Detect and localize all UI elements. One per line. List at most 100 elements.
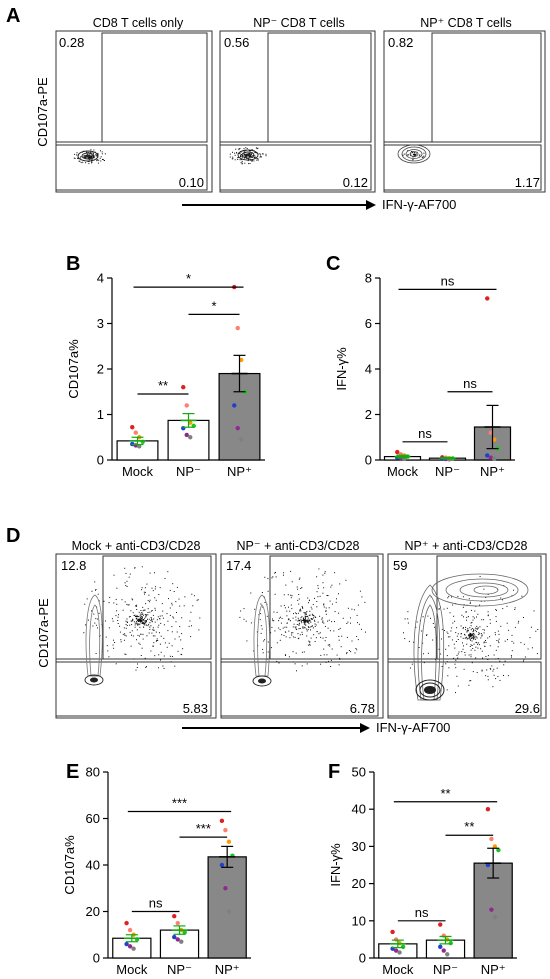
facs-d1-events-event (154, 655, 156, 657)
facs-d3-events-event (470, 680, 472, 682)
facs-d1-events-event (93, 613, 95, 615)
facs-d2-events-event (305, 624, 307, 626)
facs-d3-events-event (475, 636, 477, 638)
bar-e-data-point (131, 946, 136, 951)
facs-d1-events-event (153, 629, 155, 631)
facs-a2-events-event (240, 151, 242, 153)
bar-b-data-point (137, 444, 142, 449)
facs-d3-events-event (462, 628, 464, 630)
facs-d2-events-event (295, 652, 297, 654)
facs-d1-events-event (181, 633, 183, 635)
facs-d2-events-event (239, 616, 241, 618)
facs-a2-events-event (250, 155, 252, 157)
facs-d1-events-event (164, 642, 166, 644)
facs-d2-events-event (300, 608, 301, 610)
bar-c-ytick-label: 8 (365, 271, 372, 286)
facs-a2-events-event (251, 160, 253, 162)
facs-d2-events-event (303, 623, 305, 625)
facs-a3-frame (383, 30, 546, 193)
facs-a1-events-event (73, 157, 75, 159)
facs-d1-events-event (142, 606, 144, 608)
facs-d3-events-event (468, 654, 470, 656)
facs-d2-events-event (292, 626, 294, 628)
facs-d3-events-event (422, 642, 424, 644)
facs-d1-events-event (179, 605, 181, 607)
facs-d1-events-event (127, 604, 129, 606)
facs-d1-events-event (142, 622, 144, 624)
facs-d2-events-event (283, 635, 285, 636)
bar-b-data-point (239, 357, 244, 363)
facs-d3-events-event (510, 655, 512, 657)
facs-d1-events-event (136, 609, 138, 610)
facs-d3-events-event (477, 628, 478, 630)
facs-a1-events-event (104, 160, 105, 161)
facs-d2-events-event (313, 634, 315, 636)
facs-d2-events-event (291, 595, 293, 597)
facs-d1-events-event (138, 611, 140, 613)
facs-d1-events-event (136, 614, 138, 616)
facs-d1-events-event (141, 613, 143, 615)
facs-d1-events-event (144, 591, 146, 593)
facs-d1-events-event (158, 654, 160, 656)
facs-d2-q-upper: 17.4 (226, 558, 251, 573)
bar-e-category-label: Mock (116, 962, 148, 977)
facs-a2-events-event (248, 152, 250, 154)
facs-a2-events-event (229, 156, 231, 158)
facs-d2-events-event (329, 645, 331, 647)
facs-d2-events-event (299, 622, 300, 624)
facs-d2-events-event (303, 621, 305, 622)
bar-b-category-label: Mock (122, 464, 154, 479)
facs-d1-events-event (145, 603, 147, 605)
facs-d2-events-event (264, 576, 266, 578)
bar-f-data-point (438, 922, 443, 927)
facs-d1-events-event (140, 655, 142, 656)
facs-d3-events-event (498, 633, 500, 635)
facs-a2-events-event (231, 158, 233, 160)
facs-a2-events-event (250, 156, 252, 158)
facs-a2-title: NP⁻ CD8 T cells (253, 16, 345, 30)
facs-d3-events-event (470, 644, 472, 646)
facs-d2-events-event (288, 656, 290, 658)
facs-d2-events-event (312, 614, 314, 616)
facs-d3-events-event (491, 665, 493, 667)
facs-d3-events-event (457, 633, 459, 635)
bar-f-sig-label: ** (464, 819, 474, 834)
facs-a2-events-event (250, 160, 252, 162)
facs-d3-events-event (487, 679, 489, 681)
facs-d2-events-event (271, 577, 273, 579)
facs-d3-events-event (455, 632, 457, 634)
facs-d3-events-event (422, 616, 424, 618)
facs-d3-events-event (462, 627, 464, 628)
bar-c-data-point (488, 455, 493, 460)
facs-d2-events-event (307, 617, 309, 619)
facs-d3-events-event (468, 635, 470, 637)
facs-d2-events-event (301, 633, 303, 635)
facs-d1-events-event (154, 609, 156, 611)
facs-d2-events-event (308, 621, 309, 623)
facs-d1-events-event (130, 620, 132, 622)
facs-d2-events-event (286, 626, 288, 628)
facs-d2-events-event (331, 584, 333, 586)
facs-plot-a2: NP⁻ CD8 T cells 0.56 0.12 (219, 16, 376, 193)
facs-d3-events-event (473, 630, 474, 632)
facs-d3-events-event (452, 622, 454, 624)
facs-d2-events-event (321, 617, 323, 619)
facs-d3-events-event (447, 632, 449, 634)
facs-d2-events-event (312, 625, 313, 627)
facs-d2-events-event (356, 614, 358, 616)
facs-d1-events-event (144, 593, 145, 595)
facs-a2-events-event (229, 153, 231, 155)
facs-a1-events-event (93, 157, 95, 159)
bar-f-category-label: NP⁺ (481, 962, 506, 977)
facs-d3-events-event (495, 678, 497, 680)
facs-d1-events-event (124, 653, 126, 655)
facs-d2-events-event (312, 604, 314, 606)
facs-d1-events-event (137, 620, 138, 622)
bar-e-ytick-label: 60 (86, 811, 100, 826)
facs-d1-events-event (113, 647, 115, 649)
facs-d2-events-event (342, 617, 344, 619)
panel-d: D CD107a-PE Mock + anti-CD3/CD28 12.8 5.… (6, 525, 547, 735)
bar-e-data-point (179, 939, 184, 944)
facs-d2-events-event (302, 626, 304, 628)
facs-a2-events-event (236, 152, 238, 154)
